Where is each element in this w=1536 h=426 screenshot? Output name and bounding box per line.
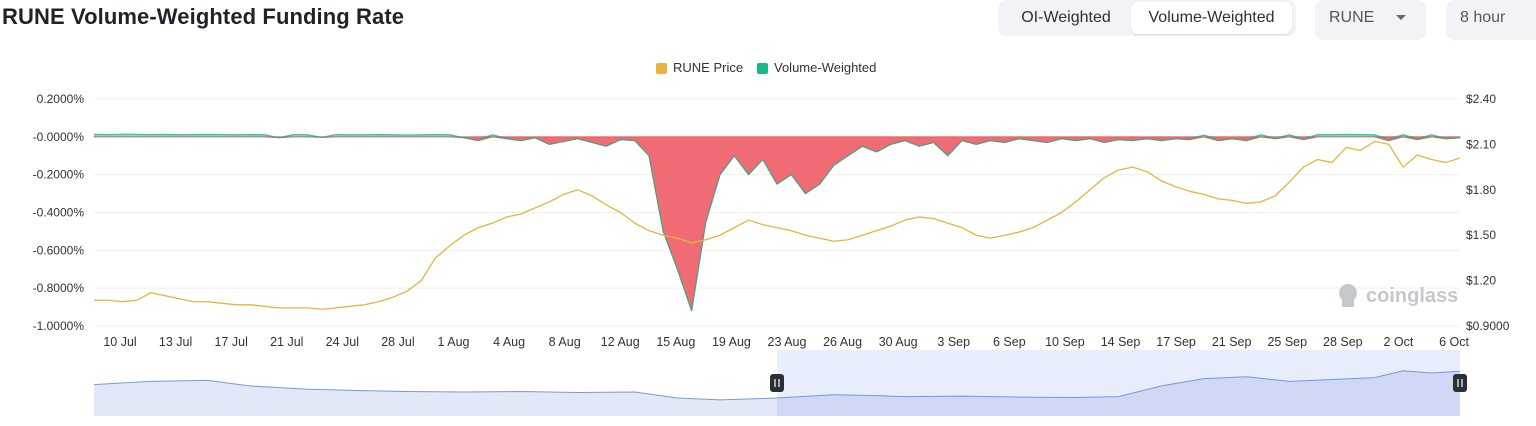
handle-grip	[770, 374, 784, 392]
x-tick-label: 19 Aug	[712, 335, 751, 349]
x-tick-label: 10 Sep	[1045, 335, 1085, 349]
x-tick-label: 13 Jul	[159, 335, 192, 349]
y-left-tick-label: -0.6000%	[33, 243, 85, 257]
oi-weighted-tab[interactable]: OI-Weighted	[1021, 9, 1111, 26]
y-left-tick-label: -0.8000%	[33, 281, 85, 295]
funding-rate-line	[93, 133, 1461, 312]
x-tick-label: 8 Aug	[549, 335, 581, 349]
x-tick-label: 28 Jul	[381, 335, 414, 349]
interval-select-value: 8 hour	[1460, 9, 1506, 26]
x-tick-label: 30 Aug	[879, 335, 918, 349]
x-axis-labels: 10 Jul 13 Jul 17 Jul 21 Jul 24 Jul 28 Jul 1 Au…	[103, 335, 1469, 349]
x-tick-label: 14 Sep	[1101, 335, 1141, 349]
y-axis-right-labels: $2.40 $2.10 $1.80 $1.50 $1.20 $0.9000	[1466, 92, 1510, 333]
x-tick-label: 3 Sep	[937, 335, 970, 349]
range-navigator	[93, 350, 1467, 416]
legend-swatch-funding	[757, 63, 768, 74]
volume-weighted-tab[interactable]: Volume-Weighted	[1131, 2, 1292, 34]
y-left-tick-label: -1.0000%	[33, 319, 85, 333]
weighting-toggle: OI-Weighted Volume-Weighted	[998, 0, 1296, 36]
x-tick-label: 25 Sep	[1267, 335, 1307, 349]
chart-grid	[94, 98, 1460, 327]
y-right-tick-label: $1.20	[1466, 274, 1496, 288]
x-tick-label: 6 Sep	[993, 335, 1026, 349]
x-tick-label: 28 Sep	[1323, 335, 1363, 349]
y-right-tick-label: $2.10	[1466, 137, 1496, 151]
x-tick-label: 4 Aug	[493, 335, 525, 349]
navigator-area	[94, 370, 1460, 416]
navigator-handle-right[interactable]	[1453, 374, 1467, 392]
chevron-down-icon	[1396, 15, 1406, 20]
y-axis-left-labels: 0.2000% -0.0000% -0.2000% -0.4000% -0.6000% -…	[33, 92, 85, 333]
coin-select-value: RUNE	[1329, 9, 1375, 26]
y-left-tick-label: -0.2000%	[33, 168, 85, 182]
x-tick-label: 6 Oct	[1439, 335, 1469, 349]
x-tick-label: 17 Sep	[1156, 335, 1196, 349]
coinglass-wordmark: coinglass	[1366, 285, 1458, 307]
legend-label-price: RUNE Price	[673, 60, 744, 75]
x-tick-label: 24 Jul	[326, 335, 359, 349]
navigator-selection	[777, 350, 1460, 416]
x-tick-label: 23 Aug	[768, 335, 807, 349]
x-tick-label: 2 Oct	[1383, 335, 1413, 349]
x-tick-label: 21 Jul	[270, 335, 303, 349]
x-tick-label: 15 Aug	[656, 335, 695, 349]
coinglass-logo-base	[1342, 298, 1354, 307]
page-title: RUNE Volume-Weighted Funding Rate	[2, 4, 405, 29]
y-left-tick-label: -0.0000%	[33, 130, 85, 144]
x-tick-label: 17 Jul	[214, 335, 247, 349]
y-right-tick-label: $1.50	[1466, 228, 1496, 242]
coinglass-logo-icon	[1339, 284, 1357, 302]
x-tick-label: 10 Jul	[103, 335, 136, 349]
coinglass-watermark: coinglass	[1339, 284, 1458, 307]
handle-grip	[1453, 374, 1467, 392]
y-right-tick-label: $0.9000	[1466, 319, 1510, 333]
legend-label-funding: Volume-Weighted	[774, 60, 877, 75]
coin-select[interactable]: RUNE	[1315, 0, 1426, 40]
navigator-line	[93, 370, 1461, 401]
x-tick-label: 21 Sep	[1212, 335, 1252, 349]
y-right-tick-label: $1.80	[1466, 183, 1496, 197]
x-tick-label: 12 Aug	[601, 335, 640, 349]
chart-legend: RUNE Price Volume-Weighted	[0, 60, 1536, 78]
y-right-tick-label: $2.40	[1466, 92, 1496, 106]
x-tick-label: 1 Aug	[438, 335, 470, 349]
x-tick-label: 26 Aug	[823, 335, 862, 349]
funding-rate-area	[93, 133, 1461, 312]
price-line	[94, 140, 1461, 311]
negative-funding-area	[93, 136, 1461, 312]
interval-select[interactable]: 8 hour	[1446, 0, 1536, 40]
y-left-tick-label: 0.2000%	[37, 92, 85, 106]
legend-swatch-price	[656, 63, 667, 74]
navigator-handle-left[interactable]	[770, 374, 784, 392]
price-line-group	[94, 140, 1461, 311]
y-left-tick-label: -0.4000%	[33, 206, 85, 220]
